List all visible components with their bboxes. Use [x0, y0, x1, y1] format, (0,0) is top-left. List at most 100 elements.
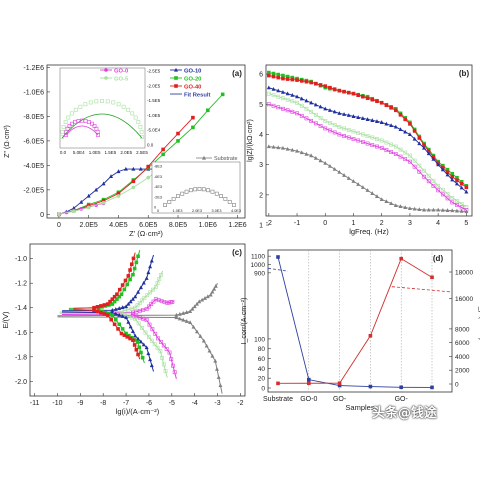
panel-b-point-go-5 — [281, 96, 285, 101]
panel-b-point-go-0 — [422, 174, 426, 179]
inset-1-point-go-5 — [60, 135, 64, 139]
panel-c-point-go-5 — [145, 293, 150, 298]
panel-b-point-substrate — [318, 158, 323, 163]
panel-c-point-substrate — [177, 311, 182, 316]
panel-b-point-substrate — [464, 209, 469, 214]
panel-b-point-go-10 — [398, 127, 403, 132]
panel-c-point-go-40 — [132, 343, 137, 347]
panel-b-point-go-0 — [309, 118, 314, 123]
panel-b-point-go-10 — [318, 104, 323, 109]
panel-b-point-go-0 — [379, 146, 384, 150]
panel-b-point-go-20 — [455, 175, 459, 180]
panel-b-point-go-40 — [271, 74, 276, 79]
panel-c-point-go-20 — [128, 277, 132, 282]
panel-b-point-go-0 — [440, 192, 445, 197]
panel-c-point-go-5 — [135, 303, 140, 308]
panel-b-line-go-5 — [268, 93, 467, 208]
panel-c-point-go-40 — [116, 327, 120, 331]
panel-c-xtick-label: -11 — [30, 400, 40, 407]
panel-a-ytick-label: -6.0E5 — [23, 138, 44, 145]
panel-b-point-go-10 — [450, 177, 455, 182]
inset-1-point-go-5 — [121, 104, 126, 109]
panel-c-point-go-0 — [169, 357, 174, 361]
panel-c-xtick-label: -7 — [123, 400, 129, 407]
panel-c-point-go-10 — [124, 304, 129, 309]
inset-1-point-go-5 — [133, 115, 138, 120]
panel-a-point-go-10 — [138, 166, 143, 171]
panel-d-ytick-left-label: 60 — [258, 356, 266, 363]
panel-b-point-substrate — [445, 208, 450, 212]
panel-a-point-go-20 — [205, 108, 210, 113]
panel-c-xtick-label: -9 — [77, 400, 83, 407]
panel-c-ytick-label: -1.2 — [15, 281, 27, 288]
panel-b-point-go-5 — [375, 137, 379, 141]
inset-2-point-substrate — [223, 196, 228, 201]
panel-c-point-go-0 — [147, 304, 151, 309]
panel-d-ylabel-right: R_p/(Ω·cm²) — [478, 302, 480, 341]
panel-b-xtick-label: 4 — [436, 220, 440, 227]
inset-2-point-substrate — [184, 189, 189, 194]
panel-c-point-substrate — [194, 329, 199, 334]
panel-b-point-substrate — [422, 207, 427, 212]
panel-b-point-go-0 — [370, 143, 375, 147]
panel-d-point-icorr — [399, 385, 403, 390]
panel-b-xtick-label: 5 — [464, 220, 468, 227]
panel-c-point-go-0 — [156, 298, 161, 302]
panel-c-point-go-0 — [153, 331, 158, 336]
panel-b-point-go-10 — [304, 98, 309, 103]
panel-b-point-go-5 — [384, 140, 389, 145]
panel-c-point-go-40 — [119, 331, 124, 336]
panel-c-point-go-0 — [150, 327, 155, 332]
panel-b-point-substrate — [346, 176, 351, 180]
panel-c-point-substrate — [213, 283, 218, 288]
panel-d-ytick-left-label: 40 — [258, 366, 266, 373]
panel-a-point-go-5 — [101, 200, 106, 205]
panel-c-point-go-10 — [138, 339, 143, 344]
panel-b-point-go-5 — [276, 94, 281, 99]
panel-b-point-go-10 — [454, 181, 459, 186]
panel-b-point-go-40 — [408, 122, 412, 126]
panel-b-point-go-5 — [445, 191, 450, 196]
panel-b-point-go-40 — [375, 99, 379, 104]
panel-c-point-go-10 — [130, 329, 135, 333]
panel-b-point-go-0 — [356, 138, 361, 143]
panel-b-point-go-5 — [285, 97, 290, 102]
panel-b-point-go-20 — [267, 70, 271, 75]
panel-b-point-go-0 — [360, 140, 365, 144]
panel-c-point-substrate — [218, 383, 223, 388]
panel-b-point-substrate — [342, 173, 347, 177]
inset-1-point-go-5 — [94, 99, 99, 104]
panel-b-point-go-5 — [459, 202, 464, 206]
panel-c-point-substrate — [197, 299, 202, 304]
panel-b-point-go-20 — [459, 179, 464, 184]
panel-c-point-go-40 — [122, 333, 127, 337]
panel-c-point-substrate — [181, 311, 186, 315]
panel-c-point-go-5 — [155, 281, 160, 285]
panel-b-point-go-10 — [337, 111, 342, 115]
inset-2-point-substrate — [193, 187, 198, 192]
panel-d-ylabel-left: I_corr/(A·cm⁻²) — [241, 298, 248, 345]
panel-b-point-go-40 — [314, 81, 318, 86]
panel-c-point-substrate — [188, 320, 193, 325]
panel-c-point-go-20 — [134, 260, 139, 265]
panel-b-point-go-5 — [408, 153, 412, 158]
panel-b-point-go-10 — [431, 156, 436, 161]
panel-c-point-go-40 — [112, 294, 117, 299]
panel-d-rp-dashed-lead — [391, 286, 453, 293]
panel-c-point-go-10 — [149, 258, 154, 263]
panel-b-point-go-40 — [389, 105, 393, 110]
panel-c-point-substrate — [188, 309, 193, 314]
panel-b-xtick-label: 0 — [323, 220, 327, 227]
panel-d-ytick-left-label: 1100 — [251, 254, 265, 261]
panel-c-point-go-40 — [99, 304, 103, 308]
panel-d-ytick-right-label: 0 — [455, 382, 459, 389]
panel-b-point-go-10 — [276, 88, 281, 93]
inset-1-point-go-5 — [63, 120, 68, 124]
panel-c-point-go-5 — [157, 277, 162, 281]
panel-b-point-substrate — [271, 144, 276, 149]
panel-b-point-go-40 — [403, 117, 408, 122]
panel-c-point-go-40 — [128, 268, 132, 272]
panel-d-xlabel: Samples — [345, 403, 374, 412]
panel-c-point-go-40 — [102, 312, 107, 316]
panel-c-ytick-label: -1.6 — [15, 330, 27, 337]
